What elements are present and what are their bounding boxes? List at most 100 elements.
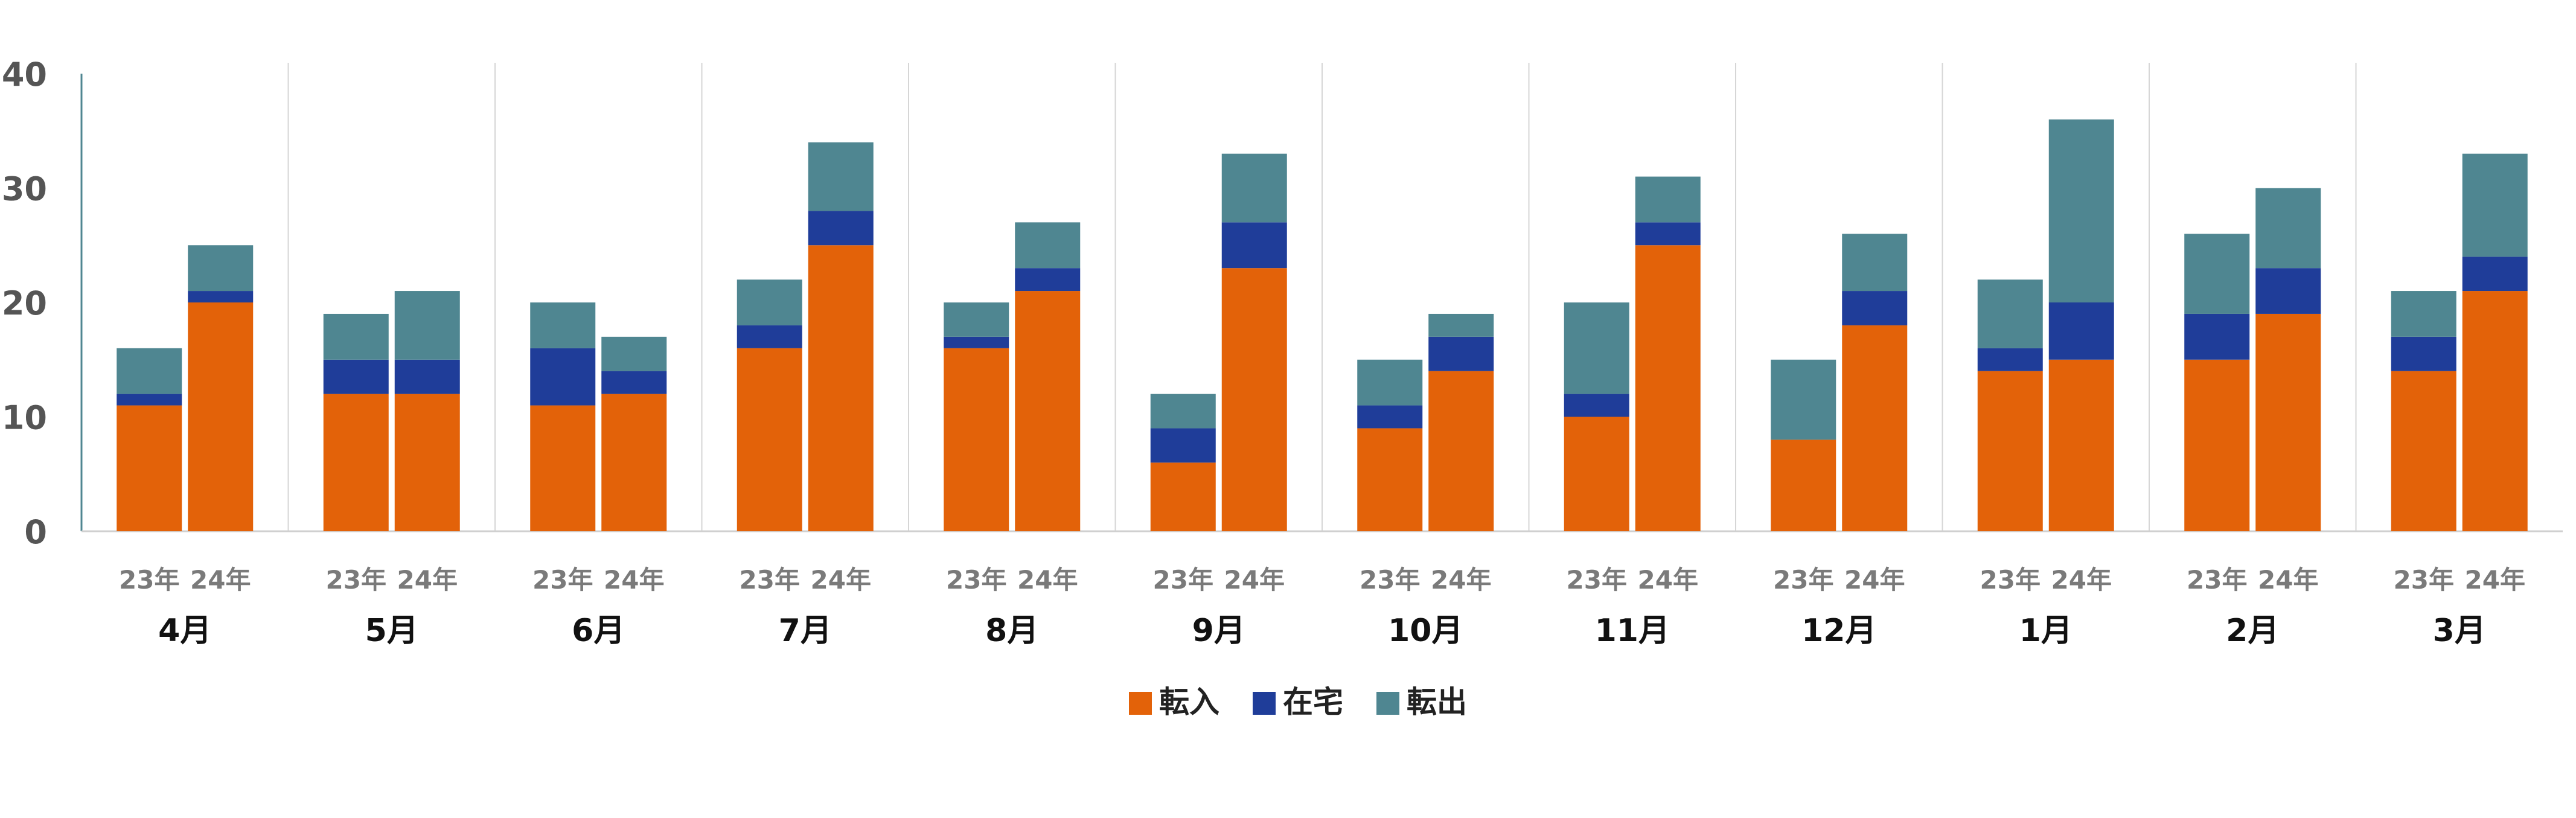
bar-segment-在宅 xyxy=(1221,222,1287,269)
bar-segment-転出 xyxy=(394,291,460,360)
x-tick-month-label: 6月 xyxy=(572,613,625,649)
x-tick-year-label: 24年 xyxy=(811,565,871,595)
x-tick-month-label: 8月 xyxy=(985,613,1038,649)
bar-segment-転出 xyxy=(808,142,874,211)
y-axis-ticks: 0 10 20 30 40 xyxy=(2,56,47,551)
bar-segment-在宅 xyxy=(1428,336,1494,371)
bar-segment-在宅 xyxy=(2048,302,2114,360)
x-tick-month-label: 3月 xyxy=(2433,613,2486,649)
x-tick-year-label: 23年 xyxy=(326,565,386,595)
bar-segment-転出 xyxy=(1357,359,1423,406)
x-tick-year-label: 24年 xyxy=(397,565,458,595)
bar-segment-転出 xyxy=(2184,234,2250,314)
bar-segment-転入 xyxy=(1150,462,1216,531)
bar-segment-転出 xyxy=(1771,359,1836,440)
x-tick-year-label: 23年 xyxy=(1567,565,1627,595)
x-tick-year-label: 24年 xyxy=(2051,565,2112,595)
bar-segment-転出 xyxy=(944,302,1009,337)
bar-segment-転出 xyxy=(530,302,596,348)
bar-segment-転入 xyxy=(1635,245,1701,531)
bar-segment-転入 xyxy=(808,245,874,531)
bar-segment-在宅 xyxy=(1564,394,1629,417)
bar-segment-転入 xyxy=(944,348,1009,531)
bar-segment-在宅 xyxy=(2391,336,2456,371)
y-tick-label: 40 xyxy=(2,56,47,94)
bar-segment-転入 xyxy=(1977,371,2043,531)
bar-segment-転入 xyxy=(394,394,460,531)
bar-segment-転入 xyxy=(1428,371,1494,531)
x-tick-year-label: 23年 xyxy=(1980,565,2041,595)
bar-segment-転出 xyxy=(188,245,254,292)
bar-segment-転出 xyxy=(1977,280,2043,348)
bar-segment-転出 xyxy=(601,336,667,371)
bar-segment-在宅 xyxy=(1635,222,1701,246)
x-tick-year-label: 23年 xyxy=(1773,565,1833,595)
bar-segment-転出 xyxy=(737,280,802,325)
bar-segment-転入 xyxy=(1842,325,1908,531)
x-tick-year-label: 24年 xyxy=(604,565,664,595)
x-tick-year-label: 23年 xyxy=(119,565,179,595)
bar-segment-在宅 xyxy=(188,291,254,302)
bar-segment-転入 xyxy=(601,394,667,531)
bar-segment-転出 xyxy=(323,313,389,360)
axes xyxy=(80,74,2563,532)
x-tick-month-label: 1月 xyxy=(2019,613,2073,649)
x-tick-month-label: 9月 xyxy=(1192,613,1245,649)
x-tick-year-label: 23年 xyxy=(2187,565,2247,595)
bar-segment-転出 xyxy=(1150,394,1216,429)
bar-segment-在宅 xyxy=(1842,291,1908,325)
legend-swatch xyxy=(1253,692,1276,715)
bar-segment-在宅 xyxy=(1150,428,1216,463)
legend-label: 在宅 xyxy=(1283,685,1343,720)
legend: 転入 在宅 転出 xyxy=(1129,685,1467,720)
x-tick-month-label: 5月 xyxy=(365,613,418,649)
y-tick-label: 10 xyxy=(2,399,47,437)
x-tick-month-label: 11月 xyxy=(1595,613,1670,649)
bar-segment-転出 xyxy=(2048,119,2114,303)
y-tick-label: 30 xyxy=(2,170,47,208)
bar-segment-転出 xyxy=(2462,153,2528,257)
bar-segment-転出 xyxy=(117,348,182,394)
bar-segment-転出 xyxy=(1221,153,1287,223)
bar-segment-転出 xyxy=(1428,313,1494,337)
bar-segment-転入 xyxy=(1771,439,1836,531)
bar-segment-転入 xyxy=(188,302,254,531)
bar-segment-転出 xyxy=(1564,302,1629,394)
bar-segment-転出 xyxy=(1842,234,1908,292)
month-separators xyxy=(287,63,2357,531)
x-tick-month-label: 2月 xyxy=(2226,613,2279,649)
bar-segment-転出 xyxy=(1635,176,1701,223)
bar-segment-在宅 xyxy=(1357,405,1423,429)
bar-segment-転出 xyxy=(2255,188,2321,269)
bars xyxy=(117,119,2528,531)
bar-segment-転入 xyxy=(2391,371,2456,531)
bar-segment-転入 xyxy=(1357,428,1423,531)
x-tick-year-label: 24年 xyxy=(1431,565,1491,595)
x-tick-year-label: 24年 xyxy=(1017,565,1078,595)
bar-segment-在宅 xyxy=(737,325,802,348)
bar-segment-転入 xyxy=(117,405,182,531)
bar-segment-転入 xyxy=(2462,291,2528,531)
x-axis-ticks: 23年 24年 4月 23年 24年 5月 23年 24年 6月 23年 24年 7月 23年 24年 8月… xyxy=(119,565,2525,649)
bar-segment-転入 xyxy=(1015,291,1081,531)
bar-segment-転入 xyxy=(2048,359,2114,531)
bar-segment-転入 xyxy=(1564,417,1629,531)
bar-segment-転入 xyxy=(323,394,389,531)
bar-segment-在宅 xyxy=(117,394,182,406)
x-tick-month-label: 10月 xyxy=(1388,613,1463,649)
bar-segment-在宅 xyxy=(323,359,389,394)
bar-segment-在宅 xyxy=(601,371,667,394)
bar-segment-転出 xyxy=(1015,222,1081,269)
x-tick-year-label: 23年 xyxy=(1360,565,1420,595)
x-tick-year-label: 24年 xyxy=(2465,565,2525,595)
bar-segment-在宅 xyxy=(1977,348,2043,371)
bar-segment-転入 xyxy=(2184,359,2250,531)
bar-segment-在宅 xyxy=(530,348,596,406)
x-tick-year-label: 23年 xyxy=(2394,565,2454,595)
legend-swatch xyxy=(1129,692,1152,715)
bar-segment-在宅 xyxy=(2255,268,2321,314)
bar-segment-在宅 xyxy=(1015,268,1081,292)
y-tick-label: 20 xyxy=(2,284,47,322)
bar-segment-在宅 xyxy=(2184,313,2250,360)
